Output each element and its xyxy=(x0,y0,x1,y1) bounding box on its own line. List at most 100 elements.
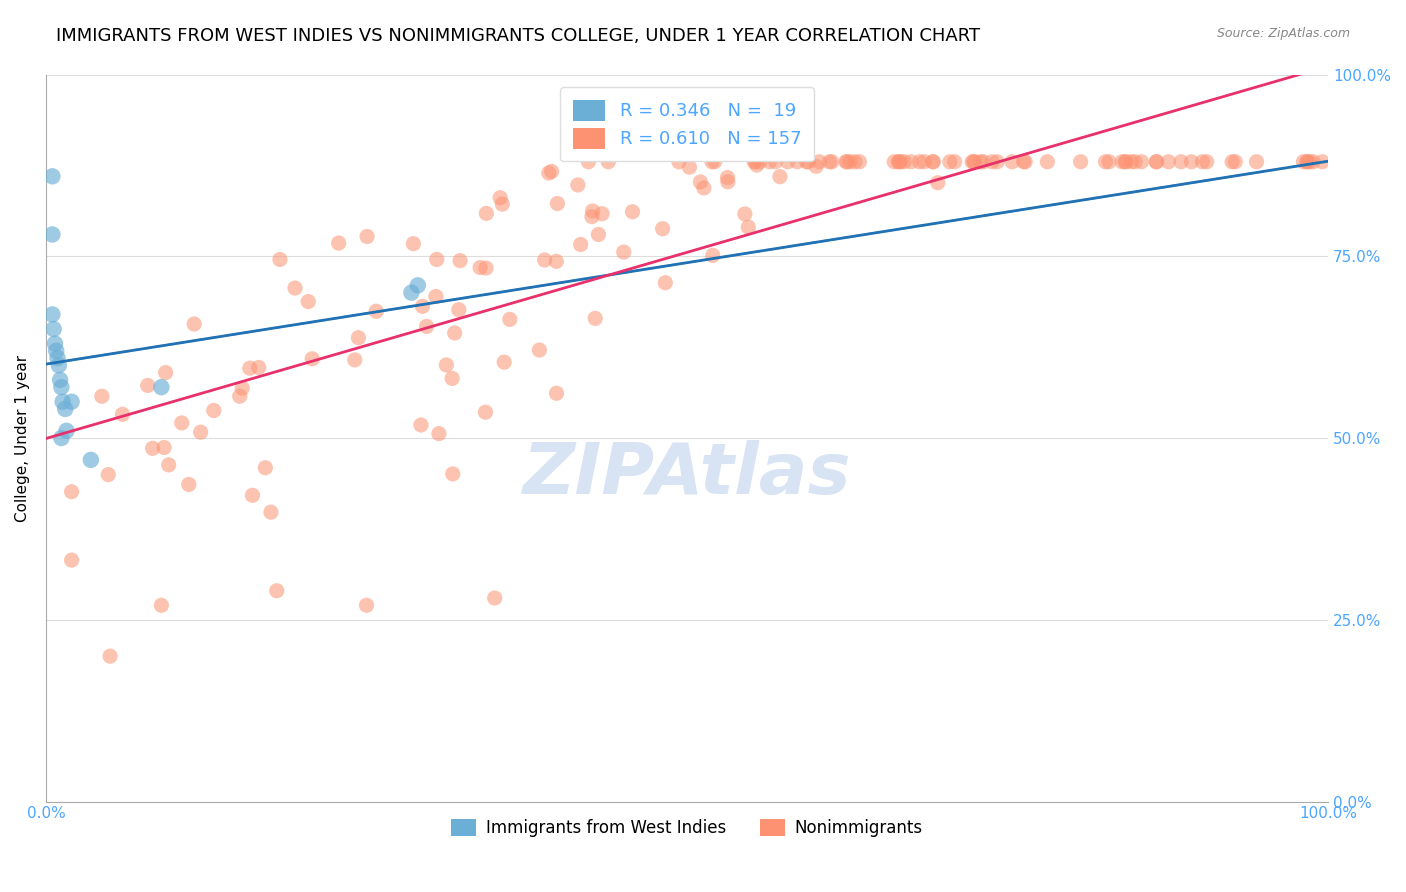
Nonimmigrants xyxy=(260,505,283,519)
Nonimmigrants xyxy=(693,181,716,195)
Nonimmigrants xyxy=(972,154,994,169)
Nonimmigrants xyxy=(434,358,457,372)
Nonimmigrants xyxy=(808,154,831,169)
Nonimmigrants xyxy=(581,210,603,224)
Immigrants from West Indies xyxy=(150,380,173,394)
Nonimmigrants xyxy=(748,154,770,169)
Nonimmigrants xyxy=(499,312,522,326)
Nonimmigrants xyxy=(962,154,984,169)
Nonimmigrants xyxy=(153,441,176,455)
Nonimmigrants xyxy=(737,220,759,235)
Nonimmigrants xyxy=(1191,154,1213,169)
Nonimmigrants xyxy=(1296,154,1319,169)
Nonimmigrants xyxy=(356,229,378,244)
Nonimmigrants xyxy=(927,176,949,190)
Nonimmigrants xyxy=(409,417,432,432)
Nonimmigrants xyxy=(678,160,700,174)
Immigrants from West Indies xyxy=(46,351,69,365)
Nonimmigrants xyxy=(301,351,323,366)
Nonimmigrants xyxy=(366,304,388,318)
Y-axis label: College, Under 1 year: College, Under 1 year xyxy=(15,354,30,522)
Text: IMMIGRANTS FROM WEST INDIES VS NONIMMIGRANTS COLLEGE, UNDER 1 YEAR CORRELATION C: IMMIGRANTS FROM WEST INDIES VS NONIMMIGR… xyxy=(56,27,980,45)
Nonimmigrants xyxy=(900,154,922,169)
Nonimmigrants xyxy=(804,159,827,173)
Immigrants from West Indies xyxy=(51,431,73,445)
Nonimmigrants xyxy=(1225,154,1247,169)
Immigrants from West Indies xyxy=(53,401,76,416)
Nonimmigrants xyxy=(1292,154,1315,169)
Nonimmigrants xyxy=(475,261,498,276)
Nonimmigrants xyxy=(887,154,910,169)
Nonimmigrants xyxy=(1146,154,1168,169)
Nonimmigrants xyxy=(821,154,844,169)
Nonimmigrants xyxy=(912,154,935,169)
Nonimmigrants xyxy=(1070,154,1092,169)
Nonimmigrants xyxy=(347,331,370,345)
Nonimmigrants xyxy=(1001,154,1024,169)
Nonimmigrants xyxy=(970,154,993,169)
Nonimmigrants xyxy=(170,416,193,430)
Nonimmigrants xyxy=(426,252,449,267)
Nonimmigrants xyxy=(1170,154,1192,169)
Nonimmigrants xyxy=(247,360,270,375)
Nonimmigrants xyxy=(1036,154,1059,169)
Nonimmigrants xyxy=(150,599,173,613)
Nonimmigrants xyxy=(475,206,498,220)
Nonimmigrants xyxy=(60,484,83,499)
Nonimmigrants xyxy=(297,294,319,309)
Nonimmigrants xyxy=(848,154,870,169)
Nonimmigrants xyxy=(157,458,180,472)
Nonimmigrants xyxy=(1111,154,1133,169)
Nonimmigrants xyxy=(441,371,464,385)
Nonimmigrants xyxy=(1220,154,1243,169)
Nonimmigrants xyxy=(190,425,212,439)
Nonimmigrants xyxy=(583,311,606,326)
Nonimmigrants xyxy=(1180,154,1202,169)
Immigrants from West Indies xyxy=(41,308,63,322)
Nonimmigrants xyxy=(613,245,636,260)
Nonimmigrants xyxy=(567,178,589,192)
Nonimmigrants xyxy=(742,154,765,169)
Immigrants from West Indies xyxy=(60,394,83,409)
Nonimmigrants xyxy=(328,235,350,250)
Nonimmigrants xyxy=(546,386,568,401)
Nonimmigrants xyxy=(443,326,465,340)
Immigrants from West Indies xyxy=(55,424,77,438)
Nonimmigrants xyxy=(890,154,912,169)
Nonimmigrants xyxy=(231,381,253,395)
Nonimmigrants xyxy=(441,467,464,481)
Nonimmigrants xyxy=(494,355,516,369)
Nonimmigrants xyxy=(1195,154,1218,169)
Immigrants from West Indies xyxy=(48,359,70,373)
Nonimmigrants xyxy=(1014,154,1036,169)
Immigrants from West Indies xyxy=(42,322,65,336)
Nonimmigrants xyxy=(540,164,562,178)
Immigrants from West Indies xyxy=(51,380,73,394)
Nonimmigrants xyxy=(356,599,378,613)
Nonimmigrants xyxy=(142,442,165,456)
Nonimmigrants xyxy=(155,366,177,380)
Nonimmigrants xyxy=(202,403,225,417)
Nonimmigrants xyxy=(839,154,862,169)
Nonimmigrants xyxy=(177,477,200,491)
Nonimmigrants xyxy=(412,299,434,313)
Nonimmigrants xyxy=(470,260,492,275)
Nonimmigrants xyxy=(239,361,262,376)
Nonimmigrants xyxy=(1094,154,1116,169)
Immigrants from West Indies xyxy=(80,453,103,467)
Nonimmigrants xyxy=(758,154,780,169)
Nonimmigrants xyxy=(343,352,366,367)
Nonimmigrants xyxy=(962,154,984,169)
Nonimmigrants xyxy=(908,154,931,169)
Nonimmigrants xyxy=(98,649,121,664)
Nonimmigrants xyxy=(837,154,859,169)
Nonimmigrants xyxy=(269,252,291,267)
Nonimmigrants xyxy=(537,166,560,180)
Nonimmigrants xyxy=(651,221,673,235)
Nonimmigrants xyxy=(702,248,724,262)
Nonimmigrants xyxy=(1121,154,1143,169)
Nonimmigrants xyxy=(591,207,613,221)
Nonimmigrants xyxy=(796,154,818,169)
Nonimmigrants xyxy=(1115,154,1137,169)
Nonimmigrants xyxy=(254,460,277,475)
